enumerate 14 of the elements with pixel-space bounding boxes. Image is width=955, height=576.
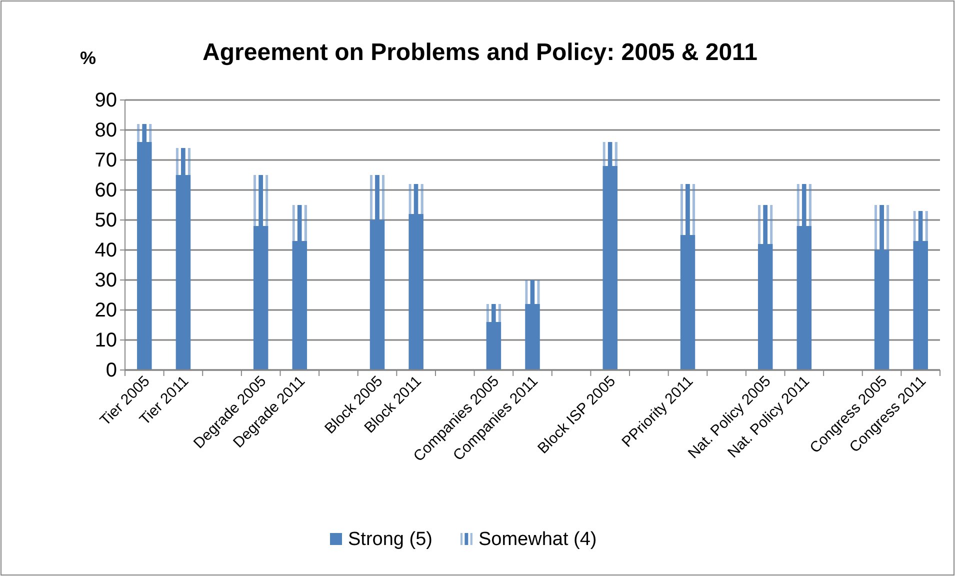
y-tick-label: 50 (94, 209, 117, 232)
y-axis-title: % (80, 48, 96, 68)
y-tick-label: 10 (94, 329, 117, 352)
y-tick-label: 80 (94, 119, 117, 142)
chart-title: Agreement on Problems and Policy: 2005 & 2011 (202, 39, 758, 66)
y-tick-label: 70 (94, 149, 117, 172)
y-tick-label: 0 (106, 359, 117, 382)
y-tick-label: 60 (94, 179, 117, 202)
y-tick-label: 90 (94, 89, 117, 112)
legend-label: Strong (5) (348, 529, 432, 550)
legend-label: Somewhat (4) (478, 529, 597, 550)
y-tick-label: 40 (94, 239, 117, 262)
y-tick-label: 20 (94, 299, 117, 322)
y-tick-label: 30 (94, 269, 117, 292)
